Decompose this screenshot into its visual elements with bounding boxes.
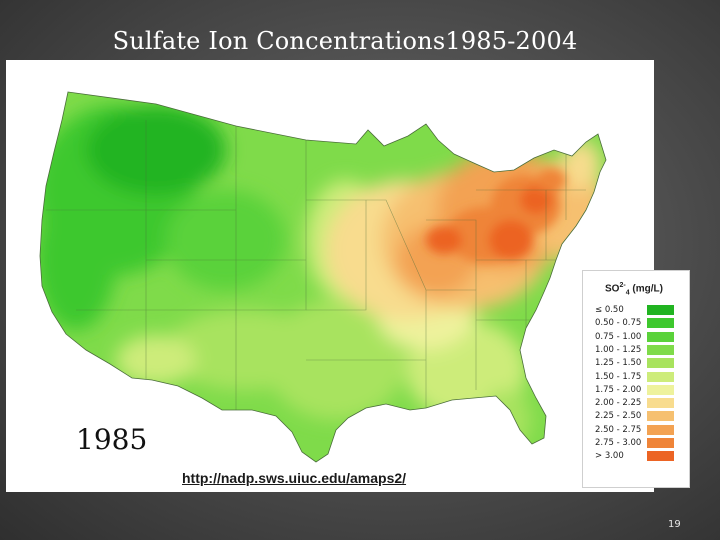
legend-swatch bbox=[647, 398, 674, 409]
legend-swatch bbox=[647, 344, 674, 355]
legend-label: 2.25 - 2.50 bbox=[595, 411, 642, 422]
legend-swatch bbox=[647, 384, 674, 395]
us-outline bbox=[39, 91, 607, 463]
legend-swatch bbox=[647, 411, 674, 422]
legend-label: 2.50 - 2.75 bbox=[595, 424, 642, 435]
legend-row: 2.50 - 2.75 bbox=[583, 424, 689, 436]
legend-swatch bbox=[647, 438, 674, 448]
year-label: 1985 bbox=[74, 423, 150, 456]
map-legend: SO2-4 (mg/L) ≤ 0.50 0.50 - 0.75 0.75 - 1.0… bbox=[582, 270, 690, 488]
legend-label: 1.00 - 1.25 bbox=[595, 344, 642, 355]
legend-title-prefix: SO bbox=[605, 283, 620, 295]
legend-row: ≤ 0.50 bbox=[583, 305, 689, 316]
legend-row: > 3.00 bbox=[583, 451, 689, 462]
legend-swatch bbox=[647, 318, 674, 329]
legend-row: 2.00 - 2.25 bbox=[583, 398, 689, 409]
legend-row: 1.00 - 1.25 bbox=[583, 344, 689, 356]
legend-title-suffix: (mg/L) bbox=[629, 283, 663, 295]
legend-title: SO2-4 (mg/L) bbox=[605, 282, 663, 296]
legend-swatch bbox=[647, 305, 674, 315]
legend-swatch bbox=[647, 371, 674, 382]
legend-label: 2.75 - 3.00 bbox=[595, 438, 642, 448]
legend-row: 1.75 - 2.00 bbox=[583, 384, 689, 396]
legend-label: 2.00 - 2.25 bbox=[595, 398, 642, 409]
legend-title-sub: 4 bbox=[625, 289, 630, 297]
legend-row: 2.25 - 2.50 bbox=[583, 411, 689, 422]
page-number: 19 bbox=[668, 519, 681, 530]
legend-row: 0.50 - 0.75 bbox=[583, 318, 689, 329]
source-link[interactable]: http://nadp.sws.uiuc.edu/amaps2/ bbox=[182, 470, 407, 486]
legend-label: > 3.00 bbox=[595, 451, 624, 462]
legend-label: 1.75 - 2.00 bbox=[595, 384, 642, 395]
legend-label: 0.75 - 1.00 bbox=[595, 331, 642, 342]
legend-title-sup: 2- bbox=[619, 282, 626, 289]
legend-label: 1.50 - 1.75 bbox=[595, 371, 642, 382]
legend-swatch bbox=[647, 424, 674, 435]
legend-swatch bbox=[647, 451, 674, 462]
slide-title: Sulfate Ion Concentrations1985-2004 bbox=[112, 27, 578, 55]
legend-row: 1.50 - 1.75 bbox=[583, 371, 689, 383]
sulfate-concentration-map: 1985 http://nadp.sws.uiuc.edu/amaps2/ bbox=[6, 60, 654, 492]
legend-row: 1.25 - 1.50 bbox=[583, 358, 689, 369]
legend-row: 2.75 - 3.00 bbox=[583, 438, 689, 449]
legend-swatch bbox=[647, 358, 674, 369]
us-map-graphic bbox=[39, 91, 607, 463]
legend-label: 0.50 - 0.75 bbox=[595, 318, 642, 329]
legend-row: 0.75 - 1.00 bbox=[583, 331, 689, 343]
legend-label: ≤ 0.50 bbox=[595, 305, 624, 315]
legend-swatch bbox=[647, 331, 674, 342]
legend-label: 1.25 - 1.50 bbox=[595, 358, 642, 369]
